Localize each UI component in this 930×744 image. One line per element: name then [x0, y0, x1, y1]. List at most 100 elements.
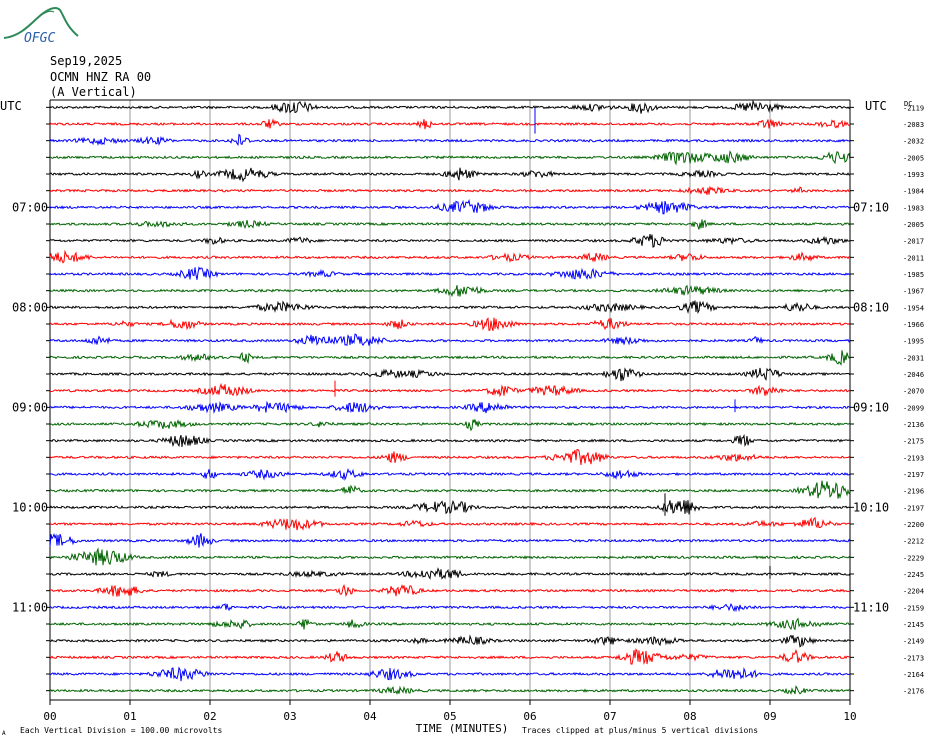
dc-offset-label: -2119 — [903, 104, 924, 112]
left-hour-label: 09:00 — [12, 400, 48, 414]
footer-right-note: Traces clipped at plus/minus 5 vertical … — [522, 726, 758, 735]
dc-offset-label: -2083 — [903, 121, 924, 129]
seismic-trace — [49, 234, 851, 248]
seismic-trace — [49, 185, 850, 195]
seismic-trace — [49, 284, 851, 298]
seismic-trace — [49, 317, 851, 331]
right-utc-label: UTC — [865, 99, 887, 113]
x-axis-title: TIME (MINUTES) — [416, 722, 509, 735]
seismic-trace — [49, 198, 851, 215]
left-hour-label: 11:00 — [12, 600, 48, 614]
dc-offset-label: -2164 — [903, 671, 924, 679]
dc-label: DC — [904, 100, 912, 108]
dc-offset-label: -2011 — [903, 254, 924, 262]
footer-mark: A — [2, 730, 6, 737]
dc-offset-label: -1983 — [903, 204, 924, 212]
dc-offset-label: -2204 — [903, 588, 924, 596]
trace-group — [49, 99, 851, 696]
left-hour-label: 10:00 — [12, 500, 48, 514]
x-tick-label: 09 — [763, 710, 776, 723]
dc-offset-label: -2031 — [903, 354, 924, 362]
seismic-trace — [49, 433, 851, 448]
dc-offset-label: -1985 — [903, 271, 924, 279]
dc-offset-label: -2197 — [903, 504, 924, 512]
seismic-trace — [49, 617, 851, 631]
dc-offset-label: -2099 — [903, 404, 924, 412]
dc-offset-label: -1995 — [903, 338, 924, 346]
dc-offset-label: -2176 — [903, 688, 924, 696]
dc-offset-label: -2017 — [903, 238, 924, 246]
right-hour-label: 10:10 — [853, 500, 889, 514]
seismic-trace — [50, 367, 851, 382]
left-hour-label: 07:00 — [12, 200, 48, 214]
x-tick-label: 10 — [843, 710, 856, 723]
seismic-trace — [49, 499, 851, 515]
x-tick-label: 08 — [683, 710, 696, 723]
dc-offset-label: -2070 — [903, 388, 924, 396]
right-hour-label: 11:10 — [853, 600, 889, 614]
seismic-trace — [49, 602, 851, 613]
logo-mountain-icon — [3, 6, 79, 39]
seismic-trace — [49, 567, 851, 580]
seismic-trace — [49, 419, 851, 432]
date-label: Sep19,2025 — [50, 54, 123, 68]
seismic-trace — [49, 167, 850, 183]
seismic-trace — [49, 634, 851, 648]
seismic-trace — [49, 333, 851, 347]
dc-offset-label: -2196 — [903, 488, 924, 496]
dc-offset-label: -2200 — [903, 521, 924, 529]
x-tick-label: 03 — [283, 710, 296, 723]
footer-left-note: Each Vertical Division = 100.00 microvol… — [20, 726, 222, 735]
dc-offset-label: -2005 — [903, 221, 924, 229]
left-hour-label: 08:00 — [12, 300, 48, 314]
x-tick-label: 01 — [123, 710, 136, 723]
seismic-trace — [49, 266, 851, 280]
dc-offset-label: -2145 — [903, 621, 924, 629]
ofgc-logo: OFGC — [3, 6, 79, 46]
seismic-trace — [49, 133, 851, 147]
station-label: OCMN HNZ RA 00 — [50, 70, 152, 84]
seismic-trace — [49, 468, 851, 481]
seismic-trace — [49, 382, 851, 398]
x-tick-label: 05 — [443, 710, 456, 723]
dc-offset-label: -2046 — [903, 371, 924, 379]
dc-offset-label: -2149 — [903, 638, 924, 646]
seismic-trace — [49, 547, 851, 566]
right-hour-label: 09:10 — [853, 400, 889, 414]
seismic-trace — [49, 666, 851, 682]
logo-text: OFGC — [24, 31, 55, 46]
seismic-trace — [49, 400, 851, 414]
seismic-trace — [49, 249, 851, 264]
seismic-trace — [49, 480, 851, 500]
dc-offset-label: -2212 — [903, 538, 924, 546]
dc-offset-label: -1954 — [903, 304, 924, 312]
seismic-trace — [49, 350, 851, 366]
dc-offset-label: -1966 — [903, 321, 924, 329]
component-label: (A Vertical) — [50, 85, 137, 99]
seismic-trace — [49, 300, 851, 315]
dc-offset-label: -1993 — [903, 171, 924, 179]
x-tick-label: 00 — [43, 710, 56, 723]
x-tick-label: 06 — [523, 710, 536, 723]
dc-offset-label: -1967 — [903, 288, 924, 296]
dc-offset-label: -2175 — [903, 438, 924, 446]
seismic-trace — [49, 150, 851, 166]
dc-offset-label: -1984 — [903, 188, 924, 196]
right-hour-label: 07:10 — [853, 200, 889, 214]
x-tick-label: 04 — [363, 710, 377, 723]
x-tick-label: 07 — [603, 710, 616, 723]
dc-offset-label: -2229 — [903, 554, 924, 562]
seismic-trace — [49, 448, 851, 466]
chart-grid: 00 01 02 03 04 05 06 07 08 09 10 — [43, 99, 857, 723]
left-utc-label: UTC — [0, 99, 22, 113]
seismic-trace — [49, 117, 851, 130]
chart-labels: UTC UTC DC TIME (MINUTES) A Each Vertica… — [0, 99, 924, 737]
dc-offset-label: -2159 — [903, 604, 924, 612]
seismic-trace — [49, 533, 851, 548]
seismic-trace — [49, 647, 851, 666]
dc-offset-label: -2136 — [903, 421, 924, 429]
seismic-trace — [49, 219, 851, 230]
x-tick-label: 02 — [203, 710, 216, 723]
dc-offset-label: -2197 — [903, 471, 924, 479]
